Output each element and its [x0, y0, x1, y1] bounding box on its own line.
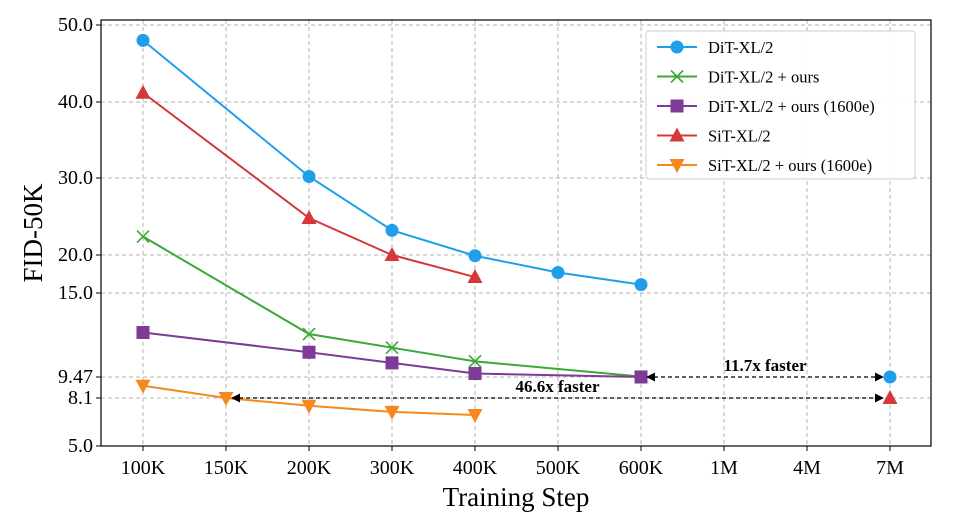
- series-line-sit-xl-2: [142, 91, 476, 279]
- annotation-label-46-6x-faster: 46.6x faster: [515, 377, 599, 396]
- point-sit-xl-2-7m: [882, 390, 898, 404]
- point-dit-xl-2-600k: [634, 278, 648, 292]
- x-tick-label-500k: 500K: [536, 457, 581, 479]
- point-sit-xl-2-100k: [135, 84, 151, 99]
- x-tick-label-600k: 600K: [619, 457, 664, 479]
- y-tick-label-50-0: 50.0: [58, 14, 93, 36]
- legend-item-sit-xl-2: SiT-XL/2: [657, 127, 771, 146]
- series-sit-xl-2-ours-1600e: [135, 379, 483, 424]
- legend-marker-dit-xl-2: [670, 40, 684, 54]
- legend-marker-sit-xl-2-ours-1600e: [669, 159, 685, 173]
- legend-label-dit-xl-2-ours: DiT-XL/2 + ours: [708, 68, 819, 87]
- point-dit-xl-2-ours-1600e-600k: [634, 370, 648, 384]
- point-dit-xl-2-100k: [136, 33, 150, 47]
- legend-label-dit-xl-2-ours-1600e: DiT-XL/2 + ours (1600e): [708, 97, 875, 116]
- plot-frame: [100, 19, 932, 447]
- legend-marker-dit-xl-2-ours-1600e: [670, 99, 684, 113]
- point-dit-xl-2-7m: [883, 370, 897, 384]
- point-dit-xl-2-ours-200k: [302, 327, 316, 341]
- annotation-label-11-7x-faster: 11.7x faster: [723, 356, 807, 375]
- point-dit-xl-2-ours-1600e-300k: [385, 356, 399, 370]
- series-dit-xl-2: [136, 33, 648, 292]
- legend-item-dit-xl-2-ours: DiT-XL/2 + ours: [657, 68, 819, 87]
- point-dit-xl-2-ours-300k: [385, 341, 399, 355]
- x-axis-title: Training Step: [443, 482, 590, 512]
- point-dit-xl-2-ours-1600e-100k: [136, 325, 150, 339]
- point-sit-xl-2-ours-1600e-400k: [467, 409, 483, 424]
- legend-label-sit-xl-2: SiT-XL/2: [708, 127, 771, 146]
- series-line-dit-xl-2: [142, 39, 642, 286]
- y-tick-label-9-47: 9.47: [58, 366, 93, 388]
- y-tick-label-15-0: 15.0: [58, 282, 93, 304]
- point-dit-xl-2-ours-1600e-400k: [468, 367, 482, 381]
- point-dit-xl-2-400k: [468, 249, 482, 263]
- ticks-layer: 100K 150K 200K 300K 400K 500K 600K 1M 4M 7M 5.0 8.1…: [58, 14, 904, 479]
- point-dit-xl-2-500k: [551, 265, 565, 279]
- legend-box: [645, 30, 916, 180]
- x-tick-label-1m: 1M: [710, 457, 738, 479]
- point-sit-xl-2-ours-1600e-300k: [384, 405, 400, 420]
- legend-item-dit-xl-2: DiT-XL/2: [657, 38, 773, 57]
- x-tick-label-7m: 7M: [876, 457, 904, 479]
- y-tick-label-30-0: 30.0: [58, 167, 93, 189]
- series-dit-xl-2-ours-1600e: [136, 325, 648, 384]
- y-tick-label-8-1: 8.1: [68, 387, 93, 409]
- point-sit-xl-2-200k: [301, 210, 317, 225]
- x-tick-label-150k: 150K: [204, 457, 249, 479]
- series-sit-xl-2: [135, 84, 483, 284]
- point-dit-xl-2-300k: [385, 223, 399, 237]
- x-tick-label-200k: 200K: [287, 457, 332, 479]
- legend-label-dit-xl-2: DiT-XL/2: [708, 38, 773, 57]
- x-tick-label-100k: 100K: [121, 457, 166, 479]
- point-sit-xl-2-400k: [467, 269, 483, 284]
- point-dit-xl-2-ours-1600e-200k: [302, 345, 316, 359]
- series-layer: [135, 33, 898, 424]
- y-axis-title: FID-50K: [18, 183, 48, 282]
- point-sit-xl-2-ours-1600e-150k: [218, 392, 234, 406]
- legend-label-sit-xl-2-ours-1600e: SiT-XL/2 + ours (1600e): [708, 156, 872, 175]
- x-tick-label-300k: 300K: [370, 457, 415, 479]
- x-tick-label-400k: 400K: [453, 457, 498, 479]
- legend-marker-sit-xl-2: [669, 127, 685, 142]
- point-sit-xl-2-300k: [384, 247, 400, 261]
- point-sit-xl-2-ours-1600e-100k: [135, 379, 151, 394]
- y-tick-label-20-0: 20.0: [58, 244, 93, 266]
- point-dit-xl-2-200k: [302, 169, 316, 183]
- point-dit-xl-2-ours-400k: [468, 354, 482, 368]
- point-dit-xl-2-ours-100k: [136, 229, 150, 244]
- legend: DiT-XL/2 DiT-XL/2 + ours DiT-XL/2 + ours (…: [645, 30, 916, 180]
- legend-item-sit-xl-2-ours-1600e: SiT-XL/2 + ours (1600e): [657, 156, 872, 175]
- y-tick-label-5-0: 5.0: [68, 435, 93, 457]
- legend-item-dit-xl-2-ours-1600e: DiT-XL/2 + ours (1600e): [657, 97, 875, 116]
- y-tick-label-40-0: 40.0: [58, 91, 93, 113]
- point-sit-xl-2-ours-1600e-200k: [301, 399, 317, 414]
- annotations-layer: 11.7x faster 46.6x faster: [231, 356, 884, 403]
- legend-marker-dit-xl-2-ours: [670, 69, 684, 84]
- x-tick-label-4m: 4M: [793, 457, 821, 479]
